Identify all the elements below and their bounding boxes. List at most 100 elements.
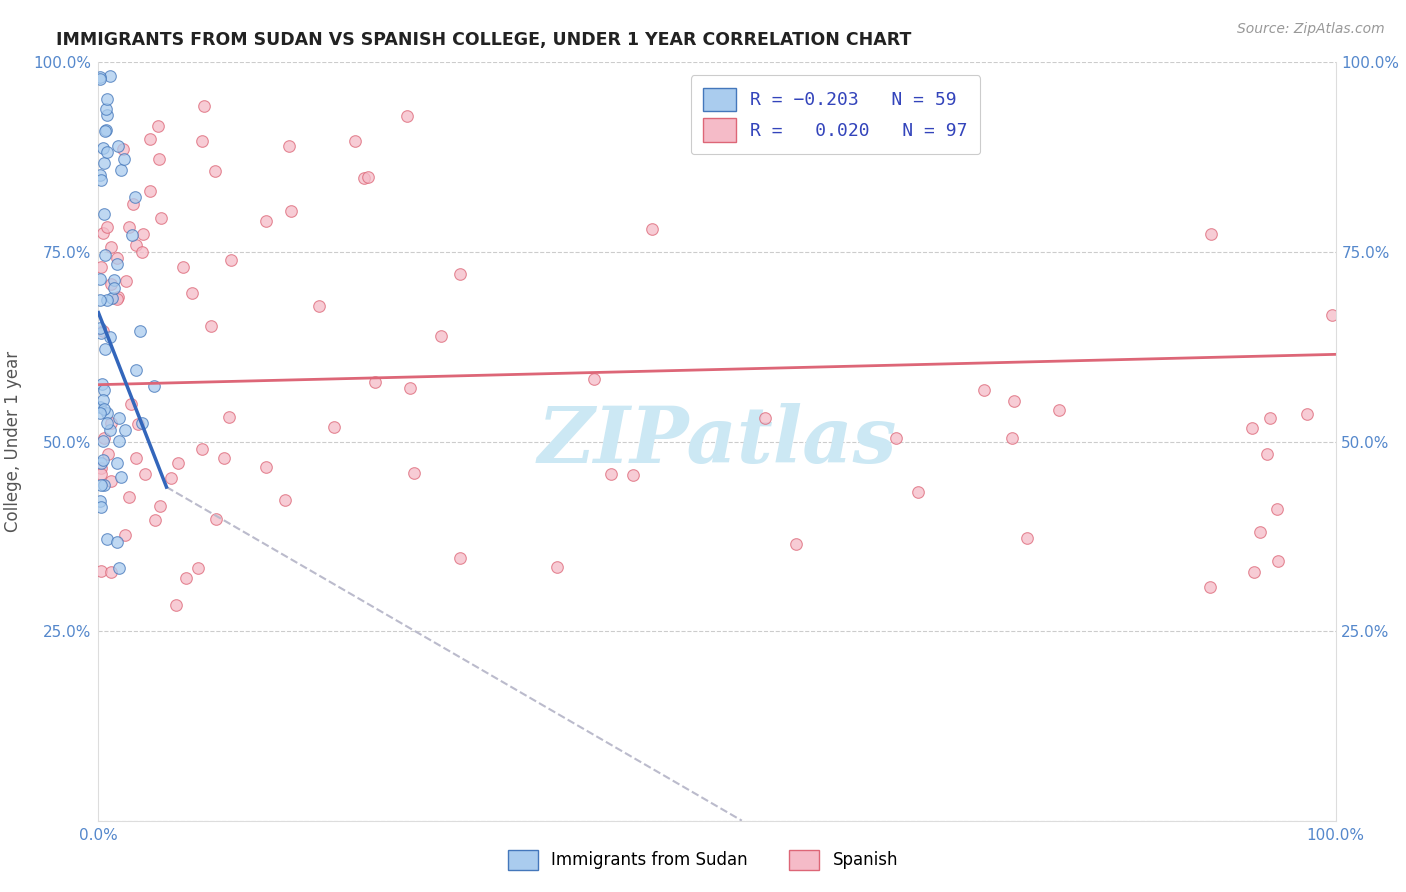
Point xyxy=(107,290,129,304)
Point xyxy=(90,500,112,515)
Point xyxy=(1001,431,1024,445)
Point xyxy=(398,381,420,395)
Point xyxy=(91,392,114,407)
Point xyxy=(200,318,222,333)
Point xyxy=(89,271,111,285)
Point xyxy=(811,103,834,118)
Point xyxy=(191,442,214,457)
Point xyxy=(134,467,156,482)
Point xyxy=(94,102,117,116)
Point xyxy=(90,460,112,475)
Point xyxy=(103,281,125,295)
Point xyxy=(108,411,131,425)
Point xyxy=(353,171,375,186)
Point xyxy=(193,99,215,113)
Point xyxy=(450,267,472,281)
Point xyxy=(96,406,118,420)
Point xyxy=(97,447,120,461)
Point xyxy=(139,131,162,145)
Point xyxy=(96,220,118,235)
Point xyxy=(90,564,112,578)
Point xyxy=(322,420,344,434)
Text: IMMIGRANTS FROM SUDAN VS SPANISH COLLEGE, UNDER 1 YEAR CORRELATION CHART: IMMIGRANTS FROM SUDAN VS SPANISH COLLEGE… xyxy=(56,31,911,49)
Point xyxy=(94,124,117,138)
Point xyxy=(90,173,112,187)
Point xyxy=(91,324,114,338)
Point xyxy=(107,138,129,153)
Point xyxy=(1199,227,1222,241)
Point xyxy=(254,214,277,228)
Point xyxy=(125,238,148,252)
Point xyxy=(187,560,209,574)
Point xyxy=(139,184,162,198)
Point xyxy=(395,108,418,122)
Point xyxy=(89,293,111,307)
Point xyxy=(91,226,114,240)
Point xyxy=(1240,421,1263,435)
Point xyxy=(212,450,235,465)
Point xyxy=(121,227,143,242)
Point xyxy=(93,156,115,170)
Point xyxy=(124,450,146,465)
Point xyxy=(583,372,606,386)
Point xyxy=(1243,565,1265,579)
Point xyxy=(1198,581,1220,595)
Point xyxy=(148,153,170,167)
Point xyxy=(277,139,299,153)
Point xyxy=(623,468,645,483)
Point xyxy=(308,299,330,313)
Point xyxy=(93,401,115,416)
Point xyxy=(94,342,117,356)
Point xyxy=(884,431,907,445)
Point xyxy=(159,470,181,484)
Point xyxy=(111,142,134,156)
Point xyxy=(105,257,128,271)
Point xyxy=(100,565,122,579)
Legend: Immigrants from Sudan, Spanish: Immigrants from Sudan, Spanish xyxy=(501,843,905,877)
Point xyxy=(127,417,149,432)
Y-axis label: College, Under 1 year: College, Under 1 year xyxy=(4,351,22,533)
Point xyxy=(172,260,194,274)
Point xyxy=(105,456,128,470)
Point xyxy=(98,70,121,84)
Point xyxy=(114,528,136,542)
Point xyxy=(120,397,142,411)
Point xyxy=(785,537,807,551)
Point xyxy=(94,248,117,262)
Point xyxy=(1258,411,1281,425)
Point xyxy=(90,260,112,274)
Point xyxy=(100,416,122,430)
Point xyxy=(1256,447,1278,461)
Point xyxy=(110,162,132,177)
Point xyxy=(546,560,568,574)
Point xyxy=(754,411,776,425)
Point xyxy=(91,141,114,155)
Point xyxy=(90,326,112,340)
Point xyxy=(103,273,125,287)
Point xyxy=(89,168,111,182)
Point xyxy=(131,244,153,259)
Point xyxy=(149,211,172,226)
Point xyxy=(204,164,226,178)
Point xyxy=(105,251,128,265)
Point xyxy=(1320,309,1343,323)
Point xyxy=(89,406,111,420)
Point xyxy=(1296,407,1319,421)
Point xyxy=(973,384,995,398)
Point xyxy=(89,494,111,508)
Point xyxy=(110,469,132,483)
Point xyxy=(131,416,153,430)
Point xyxy=(363,375,385,389)
Point xyxy=(1002,394,1025,409)
Point xyxy=(105,534,128,549)
Point xyxy=(640,222,662,236)
Point xyxy=(96,293,118,307)
Point xyxy=(274,493,297,508)
Point xyxy=(145,513,167,527)
Point xyxy=(100,474,122,488)
Point xyxy=(146,119,169,133)
Point xyxy=(90,467,112,481)
Point xyxy=(124,190,146,204)
Point xyxy=(90,456,112,470)
Point xyxy=(218,410,240,425)
